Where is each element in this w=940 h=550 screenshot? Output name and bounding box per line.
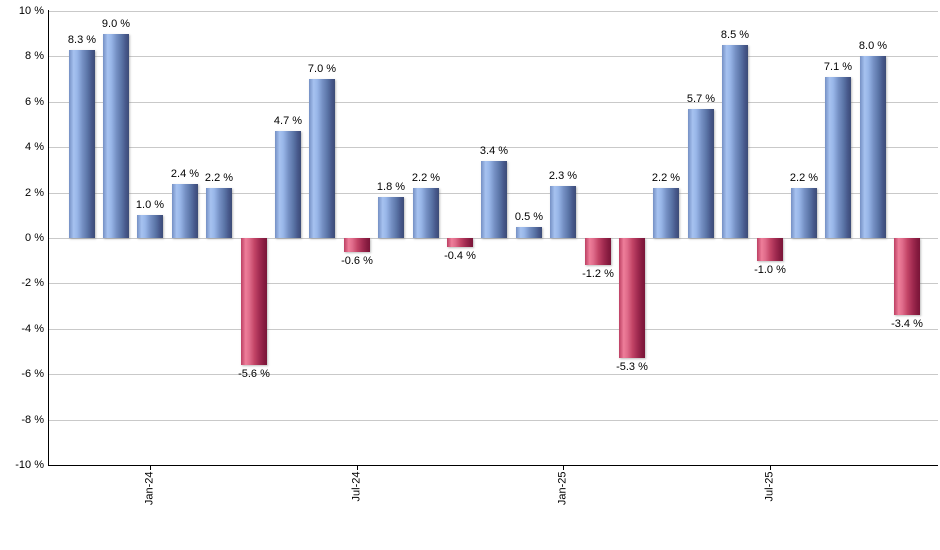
x-axis-tick-label: Jul-25 [763, 471, 776, 502]
gridline [48, 238, 938, 239]
bar-value-label: -5.3 % [616, 361, 648, 373]
bar-negative [619, 238, 645, 358]
gridline [48, 102, 938, 103]
bar-value-label: 2.2 % [411, 172, 441, 184]
bar-value-label: 7.0 % [307, 63, 337, 75]
x-axis-line [48, 465, 938, 466]
y-axis-tick-label: -6 % [21, 368, 44, 380]
bar-value-label: 5.7 % [686, 93, 716, 105]
bar-positive [688, 109, 714, 238]
bar-positive [791, 188, 817, 238]
bar-value-label: 4.7 % [273, 115, 303, 127]
x-axis-tick [563, 465, 564, 470]
bar-positive [206, 188, 232, 238]
bar-value-label: 8.5 % [720, 29, 750, 41]
bar-positive [481, 161, 507, 238]
bar-value-label: -1.0 % [754, 264, 786, 276]
gridline [48, 11, 938, 12]
y-axis-tick-label: 4 % [25, 141, 44, 153]
gridline [48, 374, 938, 375]
y-axis-tick-label: 2 % [25, 187, 44, 199]
bar-value-label: 8.0 % [858, 40, 888, 52]
bar-value-label: 1.0 % [135, 199, 165, 211]
x-axis-tick-label: Jan-25 [556, 471, 569, 506]
bar-positive [137, 215, 163, 238]
bar-value-label: 9.0 % [101, 18, 131, 30]
bar-value-label: -0.4 % [444, 250, 476, 262]
bar-positive [103, 34, 129, 238]
bar-value-label: 2.2 % [651, 172, 681, 184]
bar-positive [516, 227, 542, 238]
bar-positive [860, 56, 886, 238]
y-axis-line [48, 10, 49, 466]
bar-positive [653, 188, 679, 238]
bar-negative [241, 238, 267, 365]
gridline [48, 147, 938, 148]
x-axis-tick-label: Jan-24 [143, 471, 156, 506]
y-axis-tick-label: 10 % [18, 5, 44, 17]
bar-positive [378, 197, 404, 238]
x-axis-tick-label: Jul-24 [350, 471, 363, 502]
bar-negative [585, 238, 611, 265]
bar-value-label: -1.2 % [582, 268, 614, 280]
bar-value-label: 7.1 % [823, 61, 853, 73]
y-axis-tick-label: -8 % [21, 414, 44, 426]
bar-value-label: 2.3 % [548, 170, 578, 182]
bar-value-label: -3.4 % [891, 318, 923, 330]
y-axis-tick-label: 8 % [25, 50, 44, 62]
bar-value-label: -0.6 % [341, 255, 373, 267]
bar-value-label: 2.4 % [170, 168, 200, 180]
x-axis-tick [770, 465, 771, 470]
bar-value-label: 8.3 % [67, 34, 97, 46]
x-axis-tick [150, 465, 151, 470]
y-axis-tick-label: 6 % [25, 96, 44, 108]
gridline [48, 56, 938, 57]
bar-value-label: 1.8 % [376, 181, 406, 193]
bar-positive [275, 131, 301, 238]
y-axis-tick-label: 0 % [25, 232, 44, 244]
bar-value-label: 0.5 % [514, 211, 544, 223]
bar-negative [344, 238, 370, 252]
gridline [48, 329, 938, 330]
bar-value-label: -5.6 % [238, 368, 270, 380]
bar-negative [447, 238, 473, 247]
bar-positive [413, 188, 439, 238]
bar-value-label: 3.4 % [479, 145, 509, 157]
y-axis-tick-label: -10 % [15, 459, 44, 471]
bar-positive [550, 186, 576, 238]
bar-value-label: 2.2 % [204, 172, 234, 184]
bar-positive [69, 50, 95, 238]
x-axis-tick [357, 465, 358, 470]
y-axis-tick-label: -2 % [21, 277, 44, 289]
bar-positive [172, 184, 198, 238]
gridline [48, 420, 938, 421]
bar-negative [894, 238, 920, 315]
gridline [48, 283, 938, 284]
bar-positive [825, 77, 851, 238]
bar-positive [309, 79, 335, 238]
bar-negative [757, 238, 783, 261]
bar-value-label: 2.2 % [789, 172, 819, 184]
y-axis-tick-label: -4 % [21, 323, 44, 335]
bar-positive [722, 45, 748, 238]
